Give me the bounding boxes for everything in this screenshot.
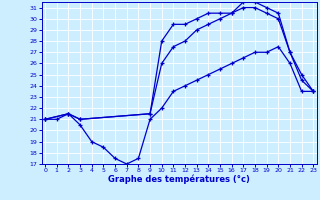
X-axis label: Graphe des températures (°c): Graphe des températures (°c) — [108, 175, 250, 184]
